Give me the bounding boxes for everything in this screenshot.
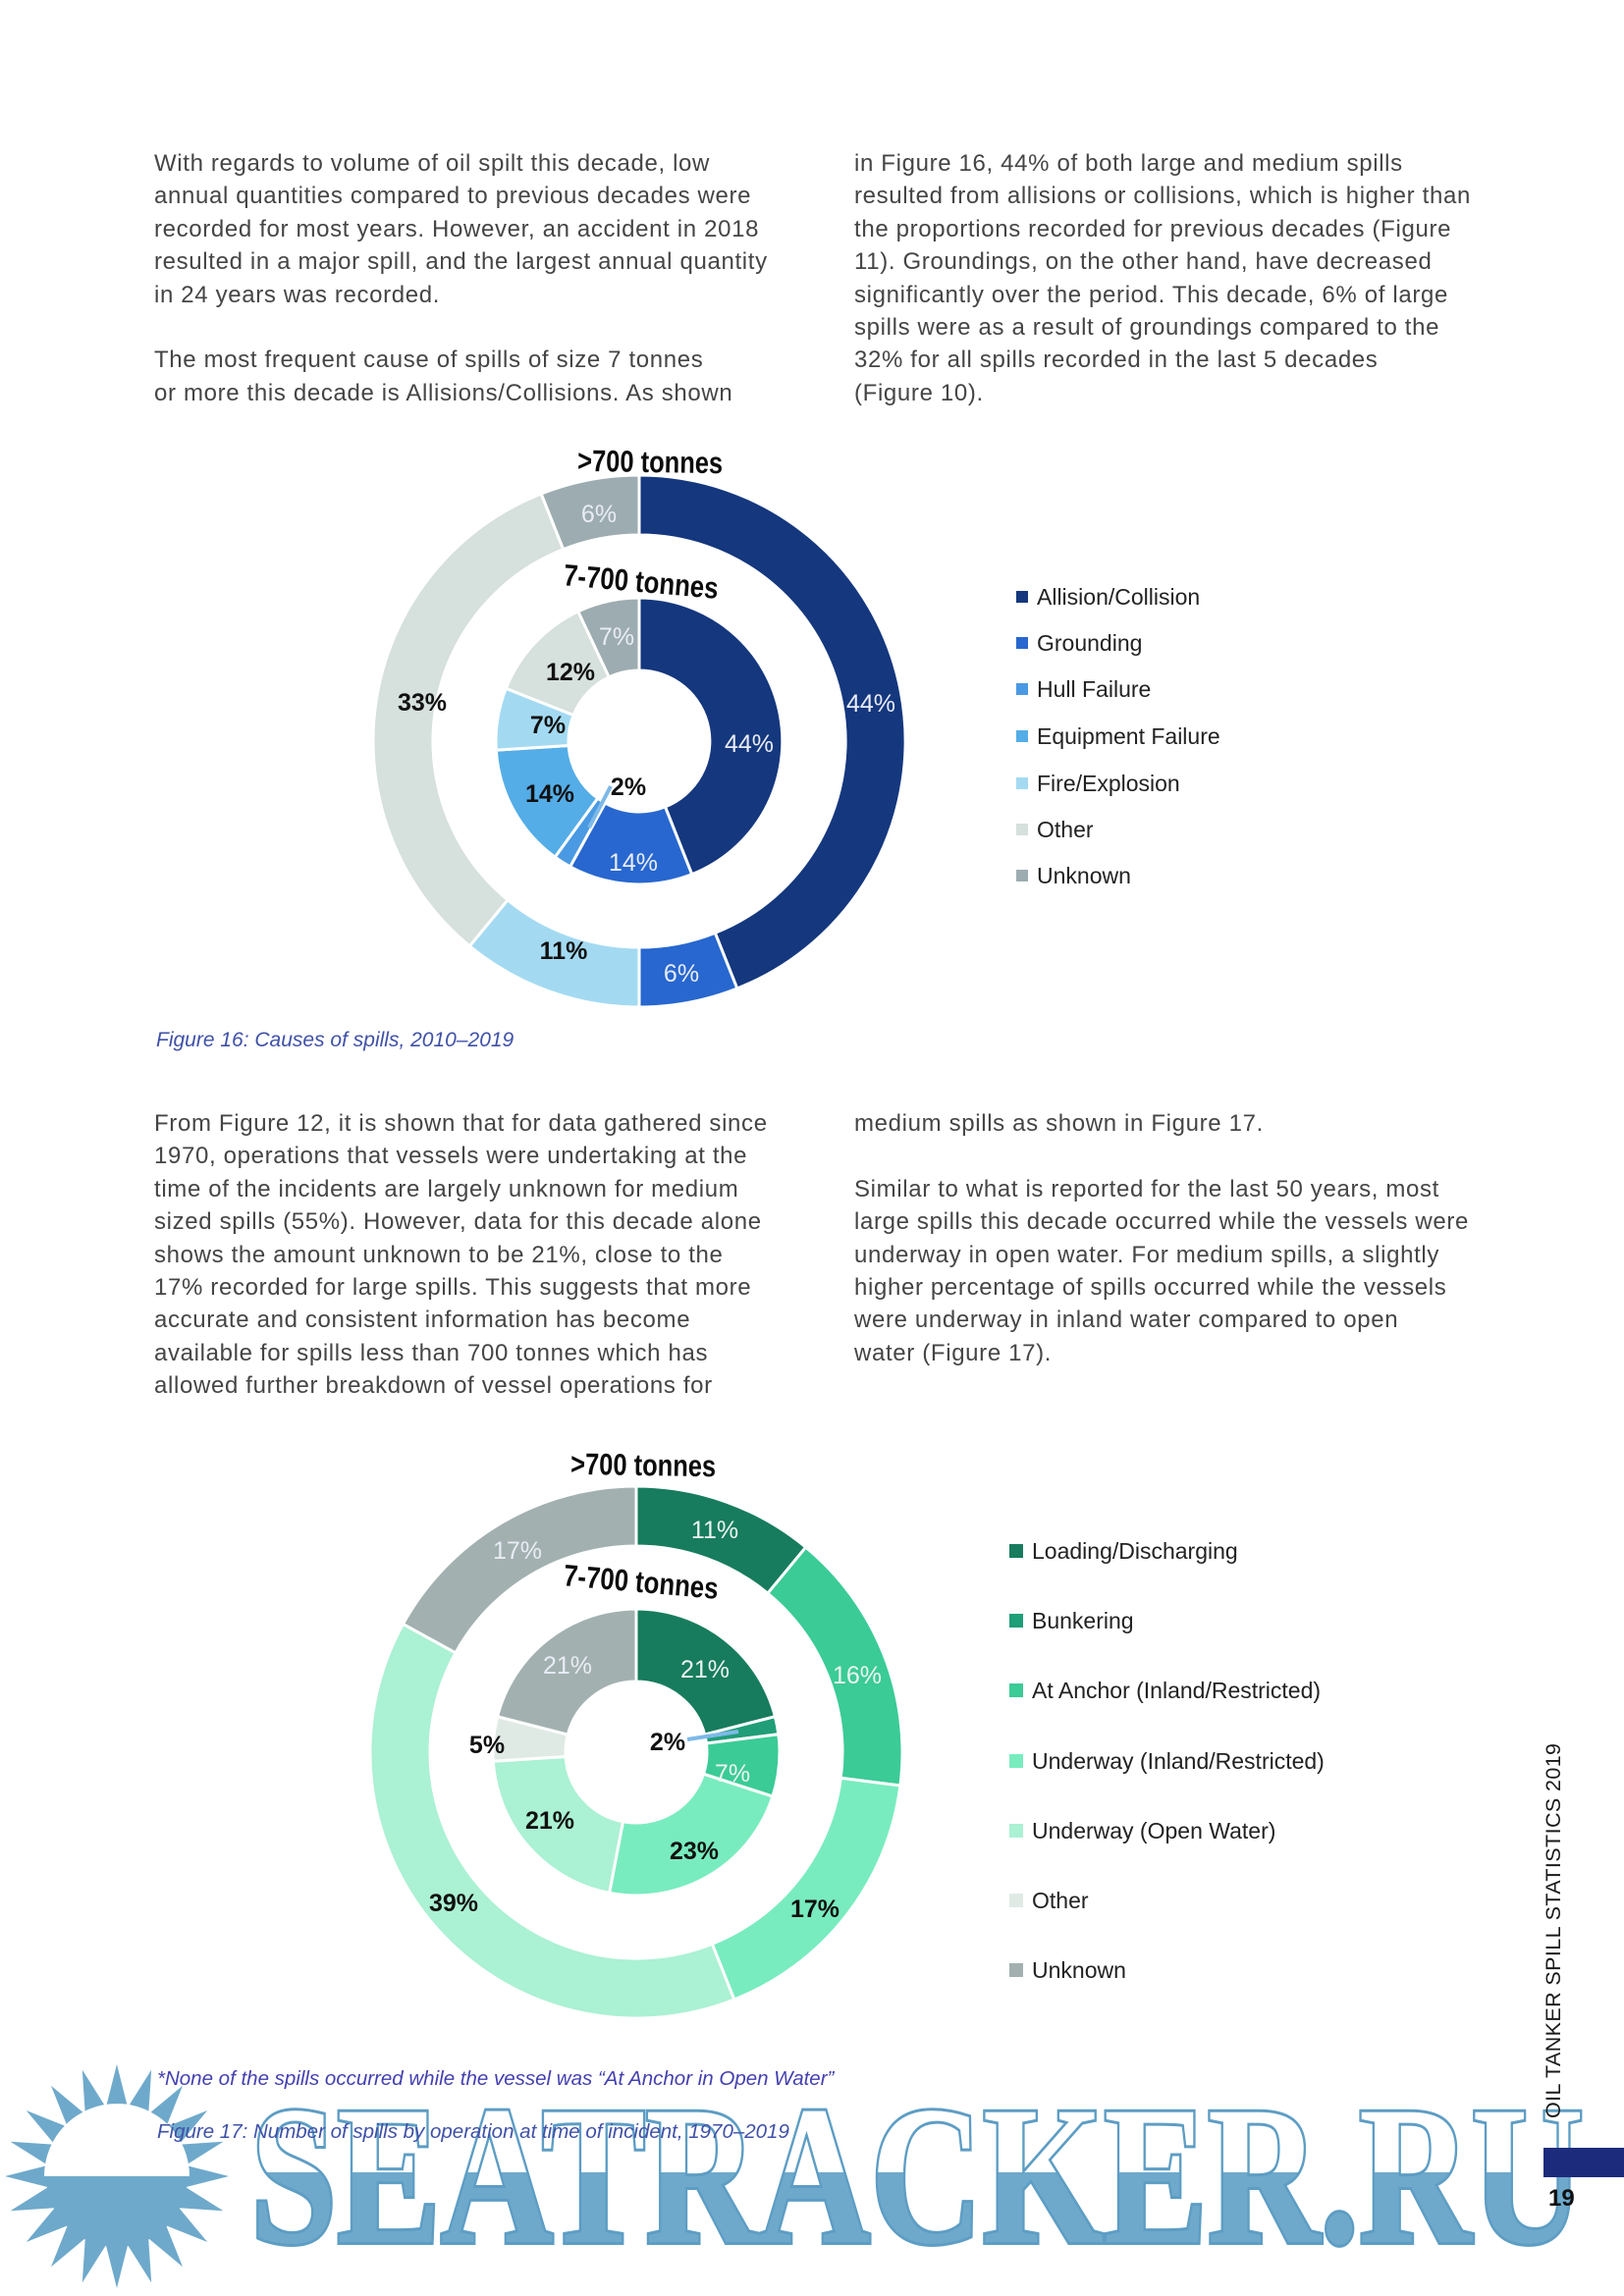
svg-text:2%: 2% (650, 1729, 685, 1756)
svg-text:7%: 7% (530, 712, 566, 739)
svg-text:>700 tonnes: >700 tonnes (577, 444, 724, 481)
svg-text:7%: 7% (599, 623, 634, 651)
svg-text:44%: 44% (846, 690, 895, 718)
svg-text:17%: 17% (790, 1896, 839, 1923)
svg-text:7-700 tonnes: 7-700 tonnes (563, 1558, 720, 1606)
svg-text:44%: 44% (725, 730, 774, 758)
svg-text:11%: 11% (691, 1517, 738, 1544)
svg-text:12%: 12% (546, 659, 595, 686)
svg-text:14%: 14% (609, 849, 658, 877)
svg-text:33%: 33% (398, 689, 447, 717)
svg-text:11%: 11% (540, 937, 588, 965)
svg-text:21%: 21% (543, 1652, 592, 1680)
svg-text:7-700 tonnes: 7-700 tonnes (563, 558, 720, 606)
svg-text:6%: 6% (581, 501, 617, 528)
svg-text:5%: 5% (469, 1732, 505, 1759)
svg-text:7%: 7% (715, 1760, 750, 1788)
svg-text:>700 tonnes: >700 tonnes (570, 1447, 717, 1484)
svg-text:2%: 2% (611, 774, 646, 801)
svg-text:21%: 21% (680, 1656, 730, 1683)
svg-text:16%: 16% (833, 1662, 882, 1689)
svg-text:39%: 39% (429, 1890, 478, 1917)
svg-text:23%: 23% (670, 1838, 719, 1865)
svg-text:6%: 6% (664, 960, 699, 988)
svg-text:17%: 17% (493, 1537, 542, 1565)
svg-text:21%: 21% (525, 1807, 574, 1835)
svg-text:14%: 14% (525, 780, 574, 808)
svg-text:SEATRACKER.RU: SEATRACKER.RU (250, 2065, 1584, 2285)
